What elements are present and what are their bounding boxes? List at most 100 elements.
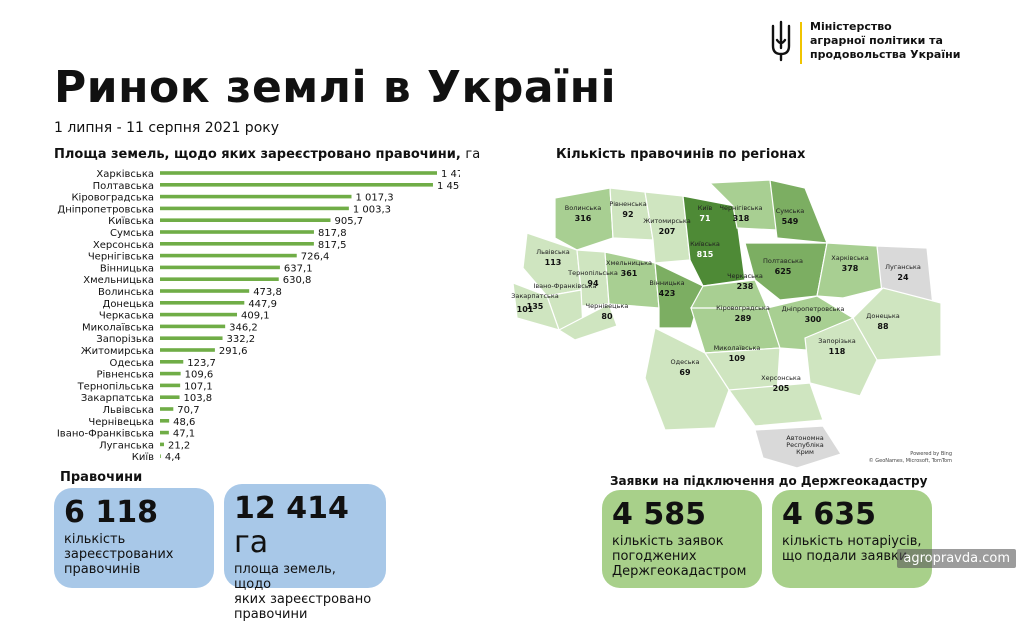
map-region [557, 303, 618, 341]
bar [160, 312, 238, 317]
bar [160, 242, 314, 246]
bar-value-label: 726,4 [301, 252, 330, 263]
bar [160, 230, 314, 234]
map-region-value: 88 [877, 322, 889, 331]
map-region-name: Запорізька [818, 337, 856, 345]
bar [160, 360, 184, 364]
pravochyny-title: Правочини [60, 470, 143, 485]
map-region-name: Хмельницька [606, 259, 652, 267]
bar-category-label: Донецька [103, 299, 155, 310]
bar-category-label: Кіровоградська [71, 192, 154, 204]
trident-icon [771, 20, 791, 62]
map-region [816, 242, 884, 299]
bar-category-label: Київ [132, 452, 154, 463]
map-region-name: Рівненська [609, 200, 646, 208]
bar-category-label: Сумська [110, 228, 154, 239]
bar-value-label: 447,9 [248, 299, 277, 310]
bar-category-label: Житомирська [81, 346, 154, 357]
map-region-value: 361 [621, 269, 638, 278]
map-region-name: Харківська [831, 254, 868, 262]
map-region-name: Дніпропетровська [782, 305, 845, 313]
bar [160, 301, 245, 305]
map-region [654, 262, 704, 329]
bar [160, 277, 279, 281]
bar [160, 218, 331, 222]
notaries-card: 4 635 кількість нотаріусів, що подали за… [772, 490, 932, 588]
map-region-value: 318 [733, 214, 750, 223]
total-area-value: 12 414 [234, 491, 349, 526]
bar-value-label: 905,7 [334, 216, 363, 227]
bar-value-label: 70,7 [177, 405, 199, 416]
map-region [708, 179, 778, 231]
map-region-name: Львівська [536, 248, 570, 256]
map-region-name: Черкаська [727, 272, 763, 280]
map-heading: Кількість правочинів по регіонах [556, 147, 806, 162]
bar [160, 183, 433, 187]
map-region-name: Івано-Франківська [533, 282, 596, 290]
transactions-count-desc: кількість зареєстрованих правочинів [64, 532, 174, 577]
map-region-name: Автономна Республіка Крим [786, 434, 823, 456]
bar-category-label: Одеська [110, 358, 155, 369]
transactions-count: 6 118 [64, 495, 158, 530]
map-region-value: 378 [842, 264, 859, 273]
bar-category-label: Херсонська [93, 240, 154, 251]
map-region [852, 287, 942, 361]
notaries-count: 4 635 [782, 497, 876, 532]
map-region-name: Полтавська [763, 257, 803, 265]
map-region [754, 425, 842, 468]
bar-value-label: 107,1 [184, 381, 213, 392]
bar [160, 442, 164, 447]
bar-category-label: Полтавська [93, 181, 154, 192]
bar-category-label: Чернівецька [88, 416, 154, 428]
map-credit-sources: © GeoNames, Microsoft, TomTom [869, 457, 952, 464]
map-region-value: 80 [601, 312, 613, 321]
map-region-value: 316 [575, 214, 592, 223]
map-region-name: Сумська [776, 207, 805, 215]
bar [160, 289, 250, 293]
bar [160, 419, 170, 423]
map-region-name: Чернівецька [586, 302, 629, 310]
map-region-value: 815 [697, 250, 714, 259]
bar [160, 194, 352, 199]
bar [160, 395, 180, 399]
site-watermark: agropravda.com [897, 549, 1016, 568]
bar-category-label: Черкаська [99, 311, 154, 322]
bar-value-label: 630,8 [283, 275, 312, 286]
bar [160, 265, 280, 270]
bar-category-label: Харківська [96, 168, 154, 180]
bar-value-label: 109,6 [185, 370, 214, 381]
area-bar-chart: Харківська 1 471,5 Полтавська 1 450,1 Кірово… [57, 168, 460, 463]
ministry-divider [800, 22, 802, 64]
notaries-desc: кількість нотаріусів, що подали заявки [782, 534, 922, 564]
approved-applications-card: 4 585 кількість заявок погоджених Держге… [602, 490, 762, 588]
bar-value-label: 21,2 [168, 440, 190, 451]
bar-category-label: Миколаївська [82, 322, 154, 333]
bar [160, 324, 226, 329]
map-region-value: 69 [679, 368, 691, 377]
map-region-name: Вінницька [649, 279, 684, 287]
map-region-name: Кіровоградська [716, 304, 770, 312]
map-region-name: Закарпатська [511, 292, 559, 300]
map-region-name: Київська [690, 240, 720, 248]
approved-applications-count: 4 585 [612, 497, 706, 532]
map-region [804, 317, 878, 397]
bar [160, 430, 169, 435]
map-region-name: Тернопільська [567, 269, 618, 277]
map-region-value: 71 [699, 214, 711, 223]
approved-applications-desc: кількість заявок погоджених Держгеокадас… [612, 534, 747, 579]
map-region-value: 109 [729, 354, 746, 363]
bar [160, 336, 223, 340]
map-region-value: 24 [897, 273, 909, 282]
bar-category-label: Івано-Франківська [57, 428, 154, 440]
total-area-card: 12 414 га площа земель, щодо яких зареєс… [224, 484, 386, 622]
bar-category-label: Луганська [99, 440, 154, 451]
ministry-logo-block: Міністерство аграрної політики та продов… [770, 20, 970, 64]
bar [160, 206, 349, 211]
bar-value-label: 1 017,3 [355, 193, 393, 204]
bar [160, 348, 215, 352]
bar-value-label: 637,1 [284, 263, 313, 274]
total-area-unit: га [234, 525, 269, 560]
applications-title: Заявки на підключення до Держгеокадастру [610, 474, 928, 488]
map-region-name: Донецька [866, 312, 899, 320]
bar-category-label: Тернопільська [77, 380, 154, 392]
